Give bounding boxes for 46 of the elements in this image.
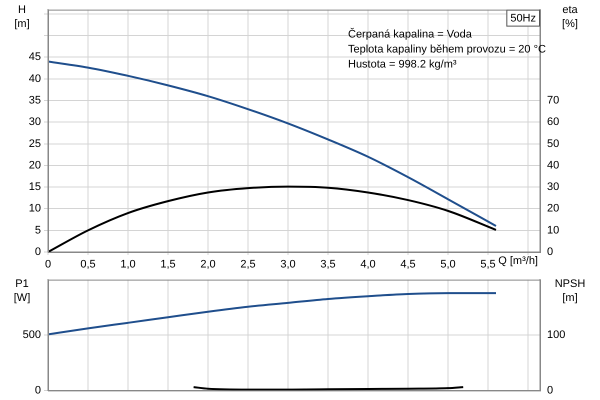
y-tick-label: 5 [34,224,41,236]
y-tick-label: 35 [28,94,41,107]
y2-tick-label: 60 [547,116,560,128]
y-tick-label: 0 [34,384,41,396]
annotation: Čerpaná kapalina = Voda [348,28,473,41]
y2-tick-label: 10 [547,224,560,236]
y2-tick-label: 40 [547,159,560,172]
y-tick-label: 40 [28,72,41,85]
y-tick-label: 20 [28,159,41,172]
y-tick-label: 45 [28,51,41,64]
x-tick-label: 5,0 [440,258,456,271]
y2-axis-title: NPSH [m] [554,278,586,304]
y2-axis-title: eta [%] [562,4,579,30]
x-tick-label: 4,5 [400,258,416,271]
y2-tick-label: 50 [547,138,560,150]
x-tick-label: 0 [44,258,52,271]
y-tick-label: 30 [28,116,41,128]
y-axis-title: H [m] [14,4,30,30]
chart-title: 50Hz [510,12,536,25]
x-axis-title: Q [m³/h] [498,255,538,268]
x-tick-label: 0,5 [80,258,96,271]
y-tick-label: 25 [28,138,41,150]
y-axis-title: P1 [W] [14,278,30,304]
y-tick-label: 15 [28,181,41,194]
line-series [48,292,497,336]
y-tick-label: 0 [34,246,41,258]
x-tick-label: 4,0 [360,258,376,271]
annotation: Teplota kapaliny během provozu = 20 °C [348,44,546,56]
y2-tick-label: 0 [547,384,554,396]
y2-tick-label: 30 [547,181,560,194]
line-series [48,186,497,252]
x-tick-label: 2,5 [240,258,256,271]
y-tick-label: 10 [28,202,41,215]
x-tick-label: 5,5 [480,258,496,271]
line-series [48,60,497,228]
x-tick-label: 3,0 [280,258,296,271]
x-tick-label: 1,0 [120,258,136,271]
x-tick-label: 2,0 [200,258,216,271]
y2-tick-label: 100 [547,329,566,342]
x-tick-label: 1,5 [160,258,176,271]
y2-tick-label: 20 [547,202,560,215]
y2-tick-label: 70 [547,94,560,107]
y-tick-label: 500 [22,329,41,342]
x-tick-label: 3,5 [320,258,336,271]
y2-tick-label: 0 [547,246,554,258]
annotation: Hustota = 998.2 kg/m³ [348,58,457,71]
